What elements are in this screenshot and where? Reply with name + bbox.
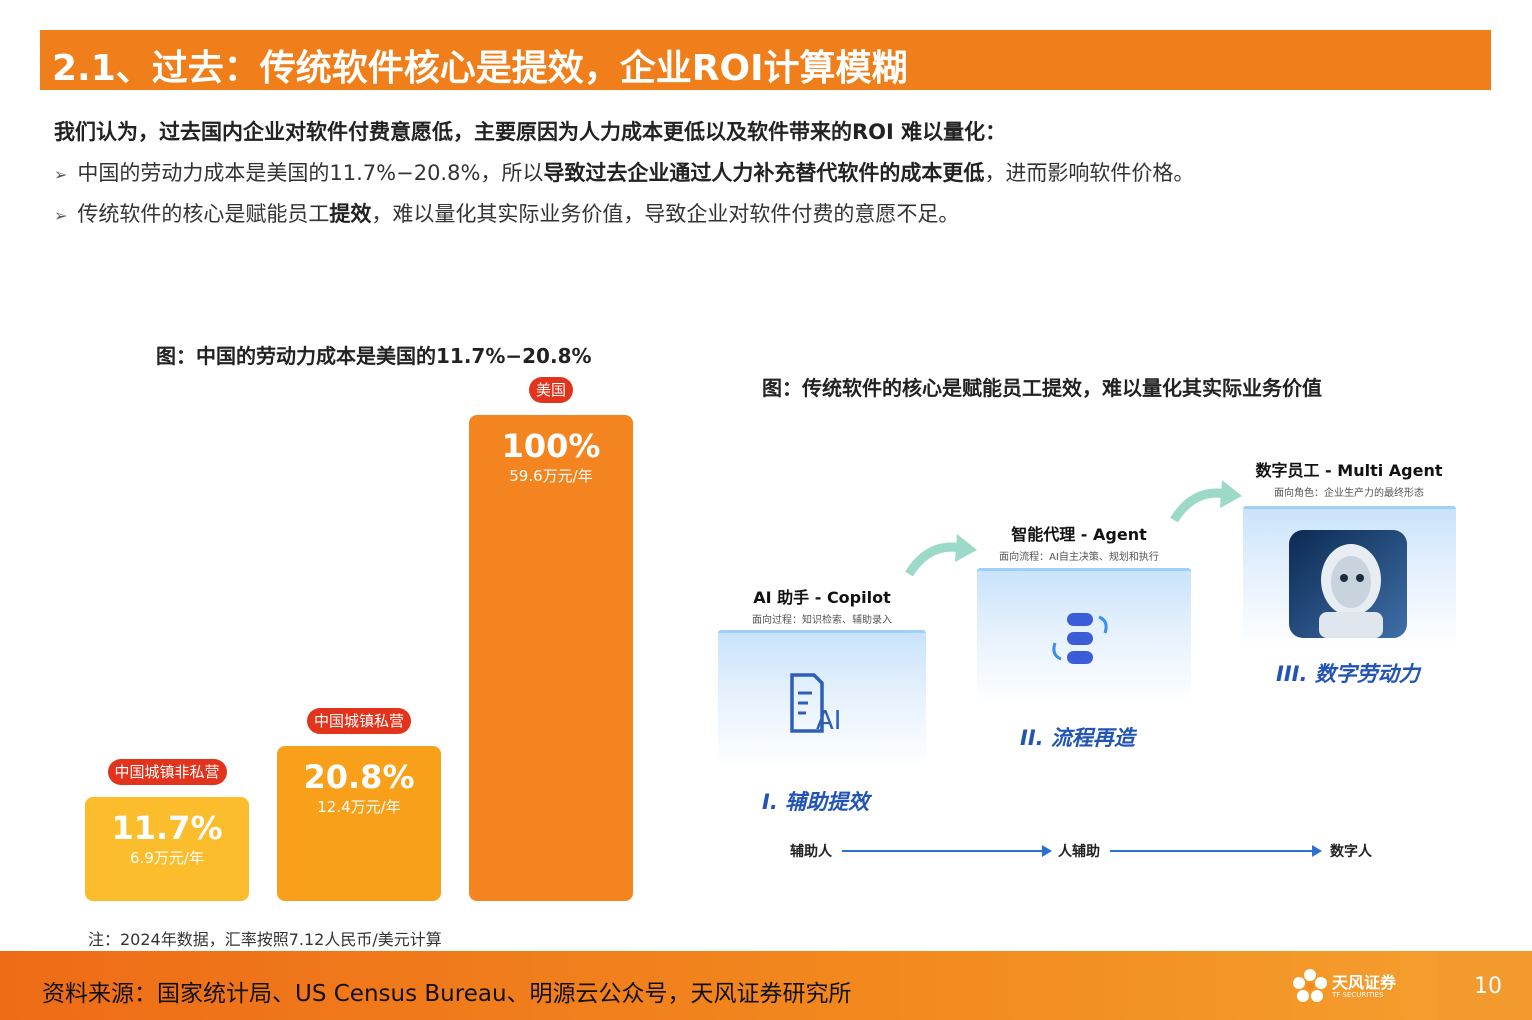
flow-step-3: 数字人: [1330, 844, 1372, 860]
logo-name: 天风证券: [1332, 973, 1397, 992]
intro-text: 我们认为，过去国内企业对软件付费意愿低，主要原因为人力成本更低以及软件带来的RO…: [54, 120, 1007, 144]
bullet-labor-cost: ➢ 中国的劳动力成本是美国的11.7%−20.8%，所以导致过去企业通过人力补充替…: [54, 157, 1194, 187]
bar-non-private: 11.7% 6.9万元/年: [85, 797, 249, 901]
chart-title: 图：中国的劳动力成本是美国的11.7%−20.8%: [156, 344, 592, 368]
flow-step-2: 人辅助: [1058, 844, 1100, 860]
source-text: 资料来源：国家统计局、US Census Bureau、明源云公众号，天风证券研…: [42, 981, 852, 1007]
stage-multi-agent-box: [1243, 506, 1456, 649]
bullet-software-core: ➢ 传统软件的核心是赋能员工提效，难以量化其实际业务价值，导致企业对软件付费的意愿…: [54, 198, 959, 228]
stage-label-3: III. 数字劳动力: [1276, 662, 1420, 686]
bar-usa: 100% 59.6万元/年: [469, 415, 633, 901]
page-number: 10: [1474, 974, 1502, 999]
stage-sub: 面向过程：知识检索、辅助录入: [752, 615, 892, 626]
bullet-text: ，难以量化其实际业务价值，导致企业对软件付费的意愿不足。: [371, 202, 960, 226]
bar-category-label: 中国城镇私营: [307, 708, 411, 734]
flow-arrow-icon: [842, 845, 1052, 857]
bullet-text: 中国的劳动力成本是美国的11.7%−20.8%，所以: [77, 161, 544, 185]
stage-name: 数字员工 - Multi Agent: [1255, 461, 1443, 480]
stage-name: AI 助手 - Copilot: [753, 588, 891, 607]
bar-amount-label: 6.9万元/年: [130, 849, 204, 867]
stage-copilot-header: AI 助手 - Copilot 面向过程：知识检索、辅助录入: [716, 584, 928, 626]
bar-category-label: 美国: [529, 377, 573, 403]
diagram-title: 图：传统软件的核心是赋能员工提效，难以量化其实际业务价值: [762, 376, 1322, 400]
stage-label-1: I. 辅助提效: [762, 790, 870, 814]
page-number-box: 10: [1437, 951, 1532, 1020]
robot-icon: [1289, 530, 1407, 638]
process-cycle-icon: [1052, 613, 1108, 664]
bullet-bold-text: 导致过去企业通过人力补充替代软件的成本更低: [543, 161, 985, 185]
flower-logo-icon: [1293, 969, 1327, 1002]
chart-note: 注：2024年数据，汇率按照7.12人民币/美元计算: [88, 930, 442, 949]
bar-value-label: 100%: [501, 427, 601, 465]
svg-text:AI: AI: [816, 706, 841, 735]
bar-category-label: 中国城镇非私营: [107, 759, 227, 785]
stage-agent-box: [977, 568, 1191, 706]
brand-logo: 天风证券 TF SECURITIES: [1290, 965, 1420, 1007]
stage-agent-header: 智能代理 - Agent 面向流程：AI自主决策、规划和执行: [970, 521, 1188, 563]
bar-private: 20.8% 12.4万元/年: [277, 746, 441, 901]
logo-sub: TF SECURITIES: [1332, 991, 1384, 999]
stage-name: 智能代理 - Agent: [1011, 525, 1147, 544]
bullet-text: ，进而影响软件价格。: [984, 161, 1195, 185]
bar-value-label: 20.8%: [303, 758, 415, 796]
curved-arrow-icon: [1170, 480, 1242, 523]
bar-value-label: 11.7%: [111, 809, 223, 847]
title-bar: 2.1、过去：传统软件核心是提效，企业ROI计算模糊: [40, 30, 1491, 90]
page-title: 2.1、过去：传统软件核心是提效，企业ROI计算模糊: [52, 48, 908, 89]
bullet-arrow-icon: ➢: [54, 206, 68, 225]
document-ai-icon: AI: [790, 673, 841, 735]
stage-copilot-box: AI: [718, 630, 926, 768]
stage-multi-agent-header: 数字员工 - Multi Agent 面向角色：企业生产力的最终形态: [1240, 457, 1458, 499]
stage-sub: 面向流程：AI自主决策、规划和执行: [999, 552, 1159, 563]
bullet-text: 传统软件的核心是赋能员工: [77, 202, 330, 226]
bullet-bold-text: 提效: [329, 202, 372, 226]
bar-amount-label: 59.6万元/年: [509, 467, 593, 485]
bullet-arrow-icon: ➢: [54, 165, 68, 184]
stage-sub: 面向角色：企业生产力的最终形态: [1274, 488, 1424, 499]
footer-bar: 资料来源：国家统计局、US Census Bureau、明源云公众号，天风证券研…: [0, 951, 1532, 1020]
flow-step-1: 辅助人: [790, 844, 832, 860]
flow-arrow-icon: [1110, 845, 1322, 857]
curved-arrow-icon: [905, 534, 977, 577]
stage-label-2: II. 流程再造: [1020, 726, 1135, 750]
bar-amount-label: 12.4万元/年: [317, 798, 401, 816]
